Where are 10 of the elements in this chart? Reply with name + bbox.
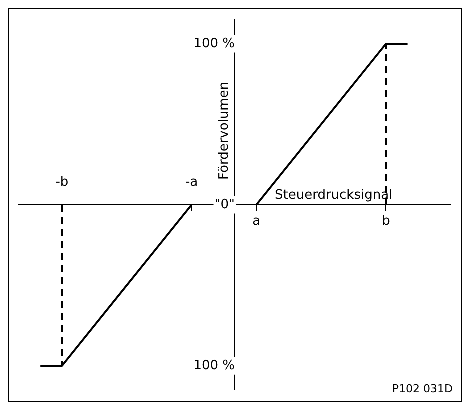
y-tick-label: 100 % — [194, 36, 235, 52]
y-tick-label: 100 % — [194, 358, 235, 374]
x-tick-label: -a — [185, 175, 198, 190]
x-axis-title: Steuerdrucksignal — [275, 188, 393, 203]
x-tick-label: b — [382, 214, 390, 230]
y-axis-title: Fördervolumen — [216, 82, 232, 180]
annotation: P102 031D — [392, 382, 453, 396]
y-tick-label: "0" — [214, 197, 235, 212]
x-tick-label: -b — [56, 175, 69, 190]
x-tick-label: a — [252, 214, 261, 230]
